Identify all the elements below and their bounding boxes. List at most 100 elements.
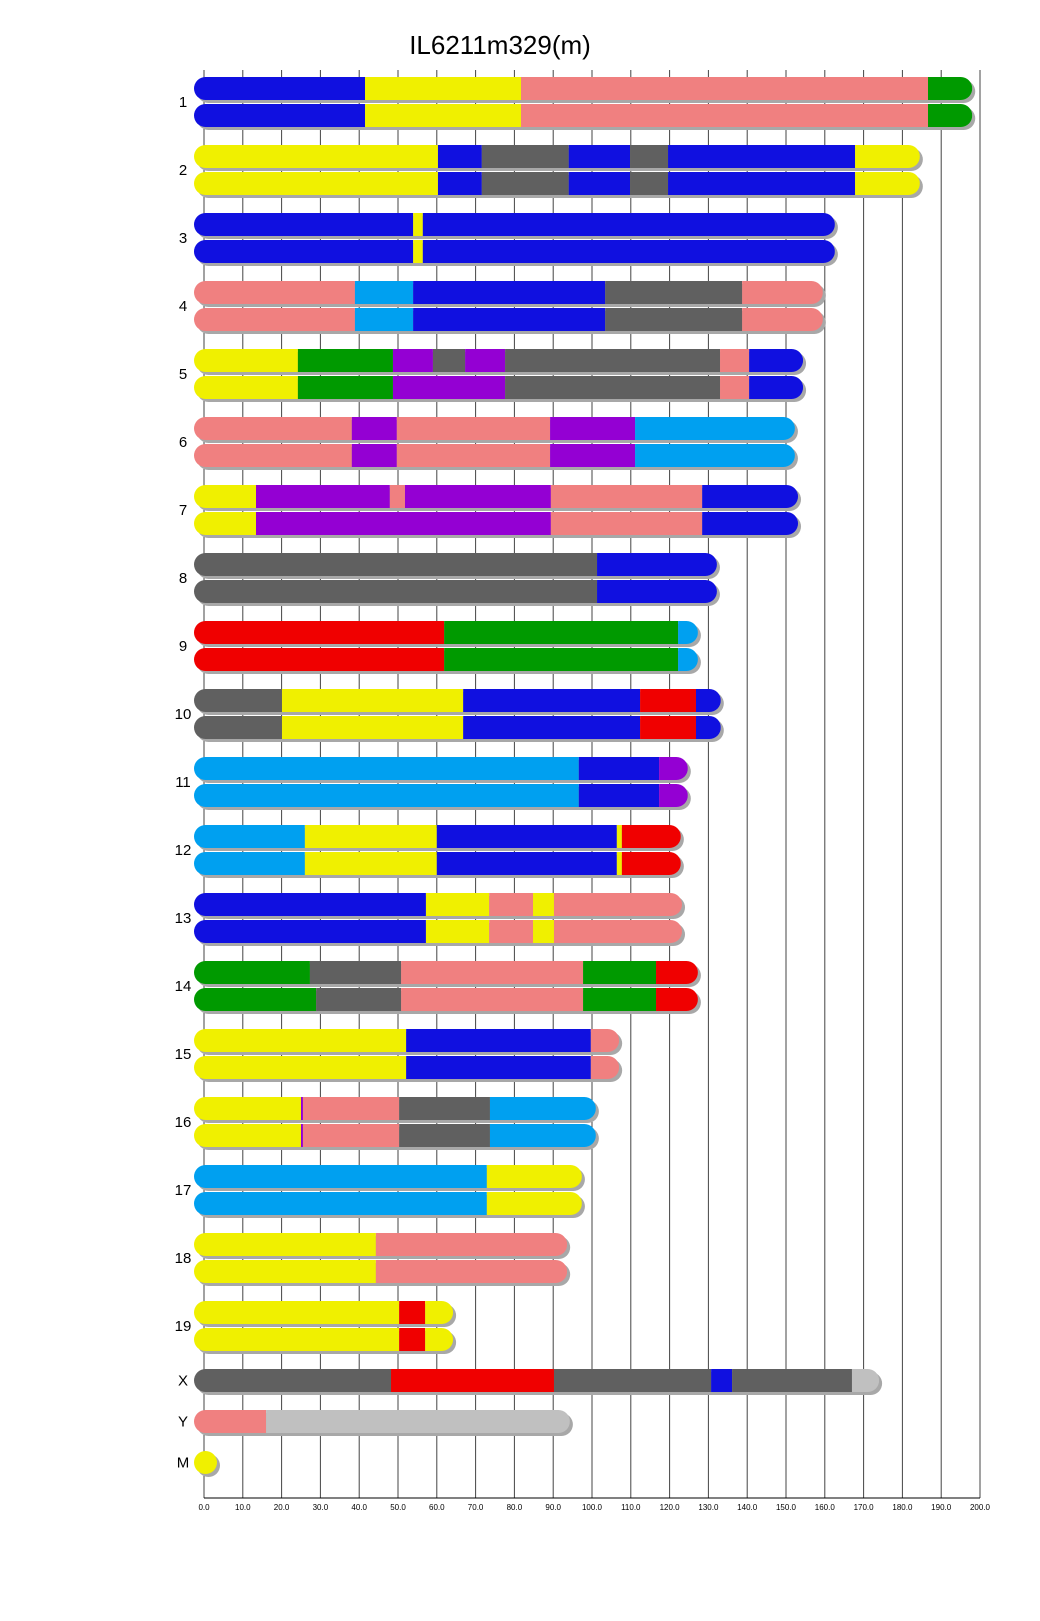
- segment: [413, 281, 606, 304]
- segment: [928, 104, 973, 127]
- segment: [720, 376, 750, 399]
- segment: [437, 172, 482, 195]
- segment: [351, 417, 397, 440]
- segment: [396, 444, 551, 467]
- segment: [301, 1124, 303, 1147]
- segment: [668, 145, 856, 168]
- segment: [194, 716, 282, 739]
- segment: [396, 417, 551, 440]
- segment: [425, 893, 490, 916]
- chromosome-label: 17: [175, 1182, 192, 1199]
- segment: [720, 349, 750, 372]
- segment: [194, 621, 445, 644]
- haplotype: [194, 1165, 582, 1188]
- segment: [194, 988, 317, 1011]
- haplotype: [194, 1233, 568, 1256]
- segment: [406, 1056, 591, 1079]
- segment: [304, 825, 437, 848]
- segment: [194, 145, 438, 168]
- haplotype: [194, 349, 804, 372]
- haplotype: [194, 716, 721, 739]
- chromosome-label: Y: [178, 1413, 188, 1430]
- x-tick-label: 190.0: [931, 1503, 952, 1512]
- segment: [621, 852, 681, 875]
- chromosome-label: 5: [179, 366, 187, 383]
- segment: [444, 621, 679, 644]
- segment: [194, 580, 598, 603]
- segment: [194, 1328, 400, 1351]
- segment: [194, 104, 366, 127]
- haplotype: [194, 1451, 217, 1474]
- segment: [481, 145, 569, 168]
- segment: [590, 1029, 620, 1052]
- segment: [194, 1410, 267, 1433]
- haplotype: [194, 1328, 454, 1351]
- segment: [406, 1029, 591, 1052]
- segment: [365, 104, 521, 127]
- haplotype: [194, 648, 698, 671]
- chromosome-label: 2: [179, 162, 187, 179]
- segment: [432, 349, 466, 372]
- segment: [425, 920, 490, 943]
- segment: [399, 1124, 490, 1147]
- x-tick-label: 160.0: [815, 1503, 836, 1512]
- haplotype: [194, 444, 795, 467]
- haplotype: [194, 485, 799, 508]
- x-tick-label: 130.0: [698, 1503, 719, 1512]
- segment: [568, 145, 631, 168]
- chromosome-label: 18: [175, 1250, 192, 1267]
- chromosome-label: 9: [179, 638, 187, 655]
- chromosome-label: X: [178, 1372, 188, 1389]
- segment: [550, 485, 703, 508]
- haplotype: [194, 621, 698, 644]
- segment: [281, 716, 464, 739]
- segment: [194, 213, 414, 236]
- segment: [553, 920, 683, 943]
- segment: [583, 961, 657, 984]
- x-tick-label: 80.0: [507, 1503, 523, 1512]
- haplotype: [194, 825, 681, 848]
- segment: [550, 512, 703, 535]
- segment: [928, 77, 973, 100]
- haplotype: [194, 213, 835, 236]
- segment: [578, 757, 660, 780]
- chart-title: IL6211m329(m): [409, 30, 591, 60]
- chromosome-label: 13: [175, 910, 192, 927]
- segment: [194, 1451, 217, 1474]
- segment: [304, 852, 437, 875]
- segment: [583, 988, 657, 1011]
- haplotype: [194, 104, 973, 127]
- x-tick-label: 70.0: [468, 1503, 484, 1512]
- segment: [520, 77, 929, 100]
- segment: [422, 213, 835, 236]
- haplotype: [194, 1097, 596, 1120]
- haplotype: [194, 172, 920, 195]
- segment: [605, 308, 743, 331]
- segment: [489, 1124, 596, 1147]
- segment: [533, 893, 554, 916]
- haplotype: [194, 376, 804, 399]
- x-tick-label: 10.0: [235, 1503, 251, 1512]
- segment: [194, 1233, 376, 1256]
- segment: [354, 308, 414, 331]
- chromosome-label: 1: [179, 94, 187, 111]
- segment: [463, 689, 641, 712]
- segment: [309, 961, 402, 984]
- segment: [351, 444, 397, 467]
- segment: [702, 512, 799, 535]
- haplotype: [194, 240, 835, 263]
- segment: [194, 1260, 376, 1283]
- haplotype: [194, 1192, 582, 1215]
- segment: [194, 1192, 487, 1215]
- segment: [486, 1192, 582, 1215]
- haplotype: [194, 784, 688, 807]
- x-tick-label: 170.0: [854, 1503, 875, 1512]
- segment: [597, 580, 717, 603]
- x-tick-label: 20.0: [274, 1503, 290, 1512]
- segment: [302, 1124, 400, 1147]
- chromosome-label: 16: [175, 1114, 192, 1131]
- segment: [702, 485, 799, 508]
- segment: [354, 281, 414, 304]
- haplotype: [194, 988, 698, 1011]
